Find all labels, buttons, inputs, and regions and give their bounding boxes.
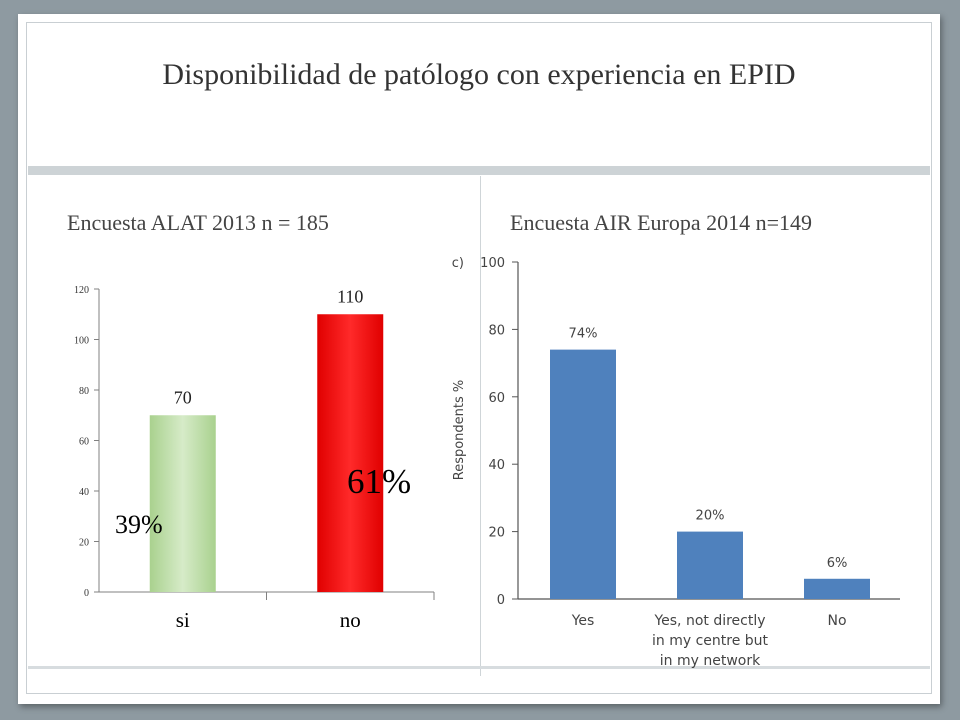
left-category-label: no xyxy=(340,608,361,632)
right-panel-label: c) xyxy=(452,256,464,271)
title-divider-bar xyxy=(28,166,930,175)
right-bar xyxy=(804,578,870,599)
right-category-label: in my network xyxy=(660,653,761,669)
right-bar xyxy=(550,349,616,599)
right-y-axis-title: Respondents % xyxy=(452,380,467,481)
slide-title: Disponibilidad de patólogo con experienc… xyxy=(162,58,796,91)
left-data-label: 110 xyxy=(337,286,363,306)
slide-frame xyxy=(26,22,932,694)
left-category-label: si xyxy=(176,608,190,632)
left-y-tick-label: 60 xyxy=(79,437,89,448)
left-bar-si xyxy=(149,415,216,592)
left-data-label: 70 xyxy=(174,387,192,407)
left-y-tick-label: 80 xyxy=(79,386,89,397)
right-category-label: in my centre but xyxy=(652,633,769,649)
right-category-label: No xyxy=(827,613,846,629)
right-y-tick-label: 0 xyxy=(497,593,505,608)
right-chart-subtitle: Encuesta AIR Europa 2014 n=149 xyxy=(510,210,813,235)
left-y-tick-label: 100 xyxy=(74,336,89,347)
right-bar xyxy=(677,531,743,599)
right-y-tick-label: 80 xyxy=(488,323,505,338)
left-y-tick-label: 20 xyxy=(79,538,89,549)
left-chart-subtitle: Encuesta ALAT 2013 n = 185 xyxy=(67,210,329,235)
right-category-label: Yes xyxy=(571,613,595,629)
right-data-label: 20% xyxy=(696,509,725,524)
column-divider xyxy=(480,176,481,676)
bottom-divider-bar xyxy=(28,666,930,669)
left-y-tick-label: 40 xyxy=(79,487,89,498)
right-y-tick-label: 60 xyxy=(488,391,505,406)
left-annotation-si-percent: 39% xyxy=(115,510,163,539)
left-y-tick-label: 120 xyxy=(74,285,89,296)
right-data-label: 74% xyxy=(569,327,598,342)
left-y-tick-label: 0 xyxy=(84,588,89,599)
left-annotation-no-percent: 61% xyxy=(347,462,411,501)
right-y-tick-label: 40 xyxy=(488,458,505,473)
left-bar-no xyxy=(317,314,384,592)
right-y-tick-label: 100 xyxy=(480,256,505,271)
right-y-tick-label: 20 xyxy=(488,526,505,541)
right-category-label: Yes, not directly xyxy=(653,613,765,629)
right-data-label: 6% xyxy=(827,556,848,571)
